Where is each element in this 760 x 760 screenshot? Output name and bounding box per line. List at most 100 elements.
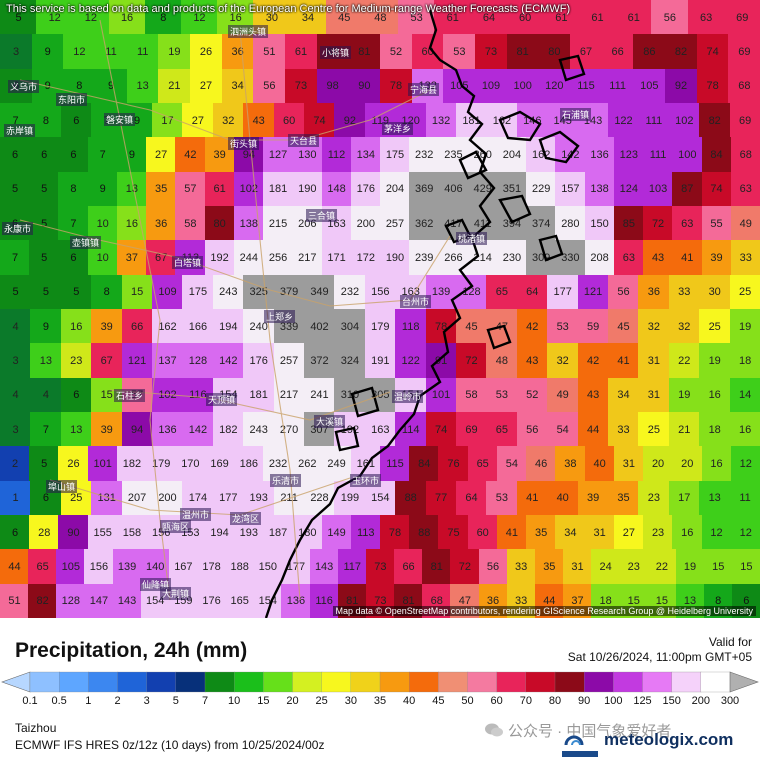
grid-value: 48 [361,0,399,35]
grid-value: 118 [395,309,427,344]
grid-value: 12 [180,0,218,35]
grid-value: 143 [112,583,142,618]
grid-value: 88 [395,480,427,516]
grid-value: 215 [263,206,294,241]
grid-value: 7 [30,412,62,447]
grid-value: 165 [225,583,255,618]
island-outline [538,234,564,262]
grid-value: 72 [456,343,487,379]
grid-value: 32 [638,309,670,344]
grid-value: 27 [190,68,222,104]
grid-value: 19 [699,343,731,379]
grid-value: 52 [380,34,412,70]
city-label: 白塔镇 [172,256,204,269]
grid-value: 19 [158,34,191,70]
grid-value: 53 [398,0,436,35]
grid-value: 243 [212,274,244,310]
grid-value: 9 [87,171,118,207]
grid-value: 124 [613,171,644,207]
valid-for-label: Valid for [708,635,752,649]
map-attribution[interactable]: Map data © OpenStreetMap contributors, r… [332,606,756,616]
grid-value: 80 [538,34,571,70]
grid-value: 8 [58,171,89,207]
grid-value: 43 [516,343,548,379]
grid-value: 158 [116,515,147,550]
grid-value: 208 [584,240,615,276]
grid-value: 31 [584,515,615,550]
color-scale-tick: 25 [315,695,328,707]
city-label: 磐安镇 [104,113,136,126]
grid-value: 25 [699,309,731,344]
grid-value: 34 [555,515,586,550]
grid-value: 7 [87,137,118,173]
grid-value: 35 [526,515,557,550]
grid-value: 7 [0,240,30,276]
grid-value: 204 [380,171,410,207]
grid-value: 58 [456,377,487,413]
grid-value: 170 [175,446,206,482]
grid-value: 5 [29,171,60,207]
grid-value: 88 [409,515,440,550]
grid-value: 102 [152,377,183,413]
island-outline [558,54,586,82]
grid-value: 66 [394,549,424,585]
grid-value: 40 [584,446,615,482]
grid-value: 23 [638,480,670,516]
grid-value: 182 [116,446,147,482]
grid-value: 175 [380,137,410,173]
grid-value: 41 [608,343,639,379]
grid-value: 43 [643,240,674,276]
grid-value: 243 [243,412,275,447]
color-scale-segment [525,671,556,693]
grid-value: 17 [668,480,700,516]
grid-value: 16 [672,515,703,550]
color-scale-tick: 80 [548,695,562,707]
color-scale-segment [379,671,410,693]
grid-value: 63 [687,0,725,35]
grid-value: 2 [0,446,30,482]
grid-value: 73 [285,68,317,104]
grid-value: 111 [643,137,674,173]
grid-value: 257 [273,343,305,379]
grid-value: 4 [30,377,62,413]
grid-value: 12 [730,446,760,482]
grid-value: 16 [60,309,92,344]
grid-value: 9 [30,309,62,344]
grid-value: 74 [701,171,732,207]
grid-value: 44 [0,549,29,585]
grid-value: 178 [197,549,227,585]
precipitation-map[interactable]: 5 12 12 16 8 12 16 30 34 45 48 53 61 64 60 61 61 61 56 63 69… [0,0,760,618]
grid-value: 66 [121,309,153,344]
grid-value: 49 [730,206,760,241]
grid-value: 16 [729,412,760,447]
grid-value: 90 [58,515,89,550]
city-label: 大荆镇 [160,587,192,600]
grid-value: 374 [526,206,557,241]
city-label: 龙湾区 [230,512,262,525]
color-scale-segment [88,671,119,693]
grid-value: 65 [467,446,498,482]
grid-value: 78 [380,68,412,104]
grid-value: 167 [168,549,198,585]
grid-value: 53 [443,34,476,70]
grid-value: 45 [456,309,487,344]
grid-value: 280 [555,206,586,241]
brand-name[interactable]: meteologix.com [604,730,734,749]
grid-value: 102 [233,171,264,207]
grid-value: 192 [204,240,235,276]
grid-value: 15 [91,377,123,413]
grid-value: 16 [116,206,147,241]
grid-value: 187 [263,515,294,550]
grid-value: 5 [29,446,60,482]
grid-value: 8 [30,103,62,138]
grid-value: 394 [496,206,527,241]
grid-value: 60 [506,0,544,35]
grid-value: 56 [478,549,508,585]
grid-value: 111 [638,103,670,138]
grid-value: 26 [58,446,89,482]
color-scale-tick: 40 [403,695,416,707]
grid-value: 69 [723,0,760,35]
grid-value: 25 [638,412,670,447]
legend-panel: Precipitation, 24h (mm) Valid for Sat 10… [0,618,760,760]
grid-value: 3 [0,343,31,379]
